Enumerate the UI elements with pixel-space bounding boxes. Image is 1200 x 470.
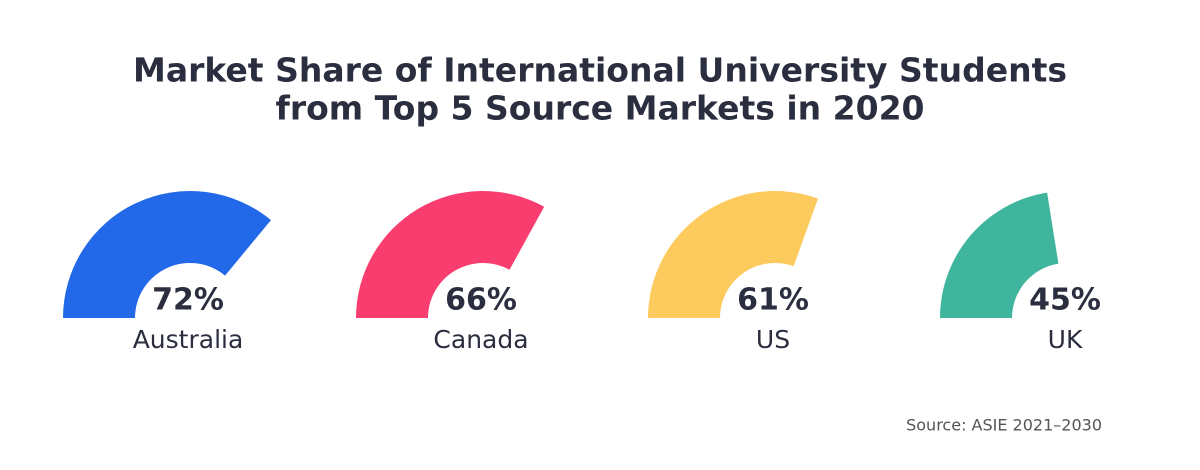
source: Source: ASIE 2021–2030 xyxy=(906,416,1102,435)
category-label: UK xyxy=(1048,325,1083,354)
value-label: 45% xyxy=(1029,283,1101,318)
category-label: Australia xyxy=(133,325,244,354)
gauge-arc xyxy=(356,191,545,318)
value-label: 61% xyxy=(737,283,809,318)
category-label: Canada xyxy=(433,325,528,354)
chart-title: from Top 5 Source Markets in 2020 xyxy=(275,89,924,128)
chart-title: Market Share of International University… xyxy=(133,51,1067,90)
gauge-arc xyxy=(940,192,1059,318)
category-label: US xyxy=(756,325,790,354)
value-label: 72% xyxy=(152,283,224,318)
gauge-arc xyxy=(648,190,819,318)
gauge-arc xyxy=(63,191,271,318)
value-label: 66% xyxy=(445,283,517,318)
